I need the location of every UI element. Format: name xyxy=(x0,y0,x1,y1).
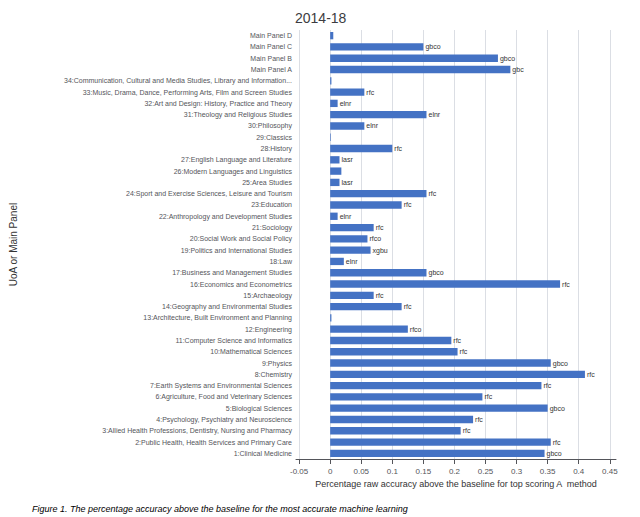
svg-text:0.15: 0.15 xyxy=(416,467,432,476)
svg-text:32:Art and Design: History, Pr: 32:Art and Design: History, Practice and… xyxy=(144,100,292,108)
svg-text:2:Public Health, Health Servic: 2:Public Health, Health Services and Pri… xyxy=(135,439,292,447)
svg-text:lasr: lasr xyxy=(341,179,353,186)
svg-text:gbco: gbco xyxy=(550,405,565,413)
svg-text:2014-18: 2014-18 xyxy=(295,10,347,26)
svg-text:rfc: rfc xyxy=(366,89,374,96)
svg-text:0: 0 xyxy=(328,467,333,476)
svg-text:Main Panel A: Main Panel A xyxy=(251,66,293,73)
svg-text:5:Biological Sciences: 5:Biological Sciences xyxy=(226,405,293,413)
svg-text:rfc: rfc xyxy=(460,348,468,355)
svg-text:0.4: 0.4 xyxy=(573,467,585,476)
svg-text:19:Politics and International: 19:Politics and International Studies xyxy=(181,247,293,254)
svg-text:23:Education: 23:Education xyxy=(251,201,292,208)
svg-text:Main Panel D: Main Panel D xyxy=(250,32,292,39)
svg-text:Figure 1. The percentage accur: Figure 1. The percentage accuracy above … xyxy=(32,504,408,514)
svg-text:elnr: elnr xyxy=(428,111,440,118)
svg-text:-0.05: -0.05 xyxy=(290,467,309,476)
svg-text:rfc: rfc xyxy=(553,439,561,446)
svg-text:4:Psychology, Psychiatry and N: 4:Psychology, Psychiatry and Neuroscienc… xyxy=(156,416,292,424)
svg-text:0.2: 0.2 xyxy=(449,467,461,476)
svg-text:0.25: 0.25 xyxy=(478,467,494,476)
svg-text:3:Allied Health Professions, D: 3:Allied Health Professions, Dentistry, … xyxy=(102,427,292,435)
svg-text:rfc: rfc xyxy=(394,145,402,152)
svg-text:rfc: rfc xyxy=(428,190,436,197)
svg-text:rfc: rfc xyxy=(453,337,461,344)
svg-text:20:Social Work and Social Poli: 20:Social Work and Social Policy xyxy=(190,235,293,243)
svg-text:9:Physics: 9:Physics xyxy=(262,360,292,368)
svg-text:8:Chemistry: 8:Chemistry xyxy=(255,371,293,379)
svg-text:29:Classics: 29:Classics xyxy=(256,134,292,141)
svg-text:27:English Language and Litera: 27:English Language and Literature xyxy=(181,156,292,164)
svg-text:13:Architecture, Built Environ: 13:Architecture, Built Environment and P… xyxy=(143,314,292,322)
svg-text:0.1: 0.1 xyxy=(387,467,399,476)
svg-text:elnr: elnr xyxy=(346,258,358,265)
svg-text:elnr: elnr xyxy=(366,122,378,129)
svg-text:elnr: elnr xyxy=(340,100,352,107)
svg-text:0.3: 0.3 xyxy=(511,467,523,476)
svg-text:28:History: 28:History xyxy=(260,145,292,153)
svg-text:12:Engineering: 12:Engineering xyxy=(245,326,292,334)
svg-text:14:Geography and Environmental: 14:Geography and Environmental Studies xyxy=(162,303,292,311)
svg-text:18:Law: 18:Law xyxy=(269,258,293,265)
svg-text:22:Anthropology and Developmen: 22:Anthropology and Development Studies xyxy=(159,213,293,221)
svg-text:6:Agriculture, Food and Veteri: 6:Agriculture, Food and Veterinary Scien… xyxy=(155,393,292,401)
svg-text:rfc: rfc xyxy=(404,201,412,208)
svg-text:lasr: lasr xyxy=(341,156,353,163)
svg-text:10:Mathematical Sciences: 10:Mathematical Sciences xyxy=(210,348,292,355)
svg-text:0.45: 0.45 xyxy=(602,467,618,476)
svg-text:Main Panel B: Main Panel B xyxy=(250,55,292,62)
svg-text:1:Clinical Medicine: 1:Clinical Medicine xyxy=(234,450,292,457)
svg-text:Percentage raw accuracy above: Percentage raw accuracy above the baseli… xyxy=(315,479,597,489)
svg-text:21:Sociology: 21:Sociology xyxy=(252,224,293,232)
svg-text:rfc: rfc xyxy=(376,292,384,299)
svg-text:rfc: rfc xyxy=(484,393,492,400)
svg-text:rfco: rfco xyxy=(410,326,422,333)
svg-text:rfc: rfc xyxy=(376,224,384,231)
svg-text:Main Panel C: Main Panel C xyxy=(250,43,292,50)
svg-text:33:Music, Drama, Dance, Perfor: 33:Music, Drama, Dance, Performing Arts,… xyxy=(83,89,293,97)
svg-text:rfc: rfc xyxy=(475,416,483,423)
svg-text:17:Business and Management Stu: 17:Business and Management Studies xyxy=(172,269,292,277)
svg-text:0.35: 0.35 xyxy=(540,467,556,476)
svg-text:rfc: rfc xyxy=(543,382,551,389)
svg-text:gbco: gbco xyxy=(553,360,568,368)
svg-text:34:Communication, Cultural and: 34:Communication, Cultural and Media Stu… xyxy=(64,77,292,85)
svg-text:rfc: rfc xyxy=(404,303,412,310)
svg-text:gbco: gbco xyxy=(500,55,515,63)
svg-text:gbco: gbco xyxy=(425,43,440,51)
svg-text:UoA or Main Panel: UoA or Main Panel xyxy=(8,203,19,286)
svg-text:rfc: rfc xyxy=(587,371,595,378)
svg-text:xgbu: xgbu xyxy=(373,247,388,255)
svg-text:26:Modern Languages and Lingui: 26:Modern Languages and Linguistics xyxy=(174,168,293,176)
svg-text:rfco: rfco xyxy=(369,235,381,242)
svg-text:31:Theology and Religious Stud: 31:Theology and Religious Studies xyxy=(184,111,293,119)
svg-text:30:Philosophy: 30:Philosophy xyxy=(248,122,292,130)
svg-text:25:Area Studies: 25:Area Studies xyxy=(242,179,292,186)
svg-text:0.05: 0.05 xyxy=(353,467,369,476)
svg-text:elnr: elnr xyxy=(340,213,352,220)
svg-text:15:Archaeology: 15:Archaeology xyxy=(243,292,292,300)
svg-text:gbco: gbco xyxy=(428,269,443,277)
svg-text:24:Sport and Exercise Sciences: 24:Sport and Exercise Sciences, Leisure … xyxy=(126,190,292,198)
svg-text:11:Computer Science and Inform: 11:Computer Science and Informatics xyxy=(175,337,292,345)
svg-text:gbc: gbc xyxy=(512,66,524,74)
svg-text:gbco: gbco xyxy=(547,450,562,458)
svg-text:7:Earth Systems and Environmen: 7:Earth Systems and Environmental Scienc… xyxy=(150,382,293,390)
svg-text:rfc: rfc xyxy=(463,427,471,434)
svg-text:rfc: rfc xyxy=(562,281,570,288)
svg-text:16:Economics and Econometrics: 16:Economics and Econometrics xyxy=(190,281,292,288)
